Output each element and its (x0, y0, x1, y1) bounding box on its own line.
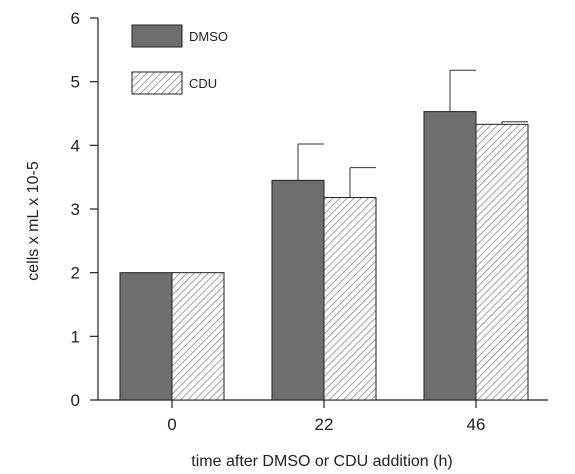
y-tick-label: 4 (71, 136, 80, 155)
bar-cdu-0 (171, 272, 225, 401)
y-tick-label: 3 (71, 200, 80, 219)
bar-cdu-22 (323, 197, 377, 401)
x-tick-label: 0 (167, 415, 176, 434)
y-axis-title: cells x mL x 10-5 (25, 161, 42, 281)
bar-dmso-0 (119, 272, 173, 401)
legend-swatch-dmso (131, 24, 183, 48)
x-ticks: 0 22 46 (167, 400, 485, 434)
legend-label-cdu: CDU (189, 76, 217, 91)
legend-swatch-cdu (131, 71, 183, 95)
bar-cdu-46 (475, 123, 529, 401)
bars (119, 111, 529, 401)
x-axis-title: time after DMSO or CDU addition (h) (191, 453, 452, 470)
legend-label-dmso: DMSO (189, 29, 228, 44)
x-tick-label: 22 (315, 415, 334, 434)
y-tick-label: 0 (71, 391, 80, 410)
y-ticks: 0 1 2 3 4 5 6 (71, 9, 98, 410)
x-tick-label: 46 (467, 415, 486, 434)
y-tick-label: 1 (71, 327, 80, 346)
legend: DMSO CDU (131, 24, 228, 95)
y-tick-label: 6 (71, 9, 80, 28)
y-tick-label: 5 (71, 73, 80, 92)
error-bars (297, 69, 528, 198)
y-tick-label: 2 (71, 264, 80, 283)
bar-dmso-46 (423, 111, 477, 401)
bar-dmso-22 (271, 179, 325, 401)
